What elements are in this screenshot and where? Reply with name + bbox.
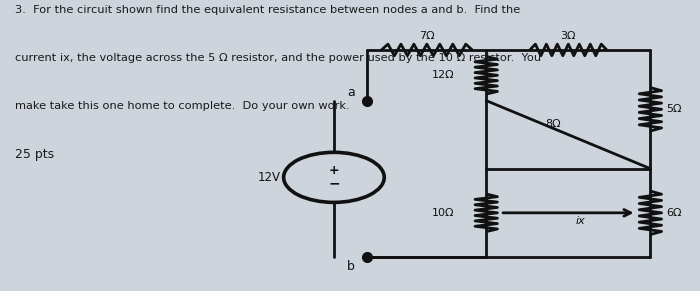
Text: a: a (347, 86, 355, 99)
Text: 8Ω: 8Ω (546, 119, 561, 129)
Text: 25 pts: 25 pts (15, 148, 54, 162)
Text: 12V: 12V (258, 171, 281, 184)
Text: −: − (328, 177, 339, 191)
Text: 6Ω: 6Ω (666, 208, 681, 218)
Text: 5Ω: 5Ω (666, 104, 681, 114)
Text: 3Ω: 3Ω (561, 31, 576, 41)
Text: 10Ω: 10Ω (433, 208, 455, 218)
Text: 12Ω: 12Ω (432, 70, 455, 80)
Text: +: + (328, 164, 339, 177)
Text: 7Ω: 7Ω (419, 31, 435, 41)
Text: make take this one home to complete.  Do your own work.: make take this one home to complete. Do … (15, 101, 349, 111)
Text: b: b (347, 260, 355, 273)
Text: ix: ix (575, 216, 585, 226)
Text: current ix, the voltage across the 5 Ω resistor, and the power used by the 10 Ω : current ix, the voltage across the 5 Ω r… (15, 53, 541, 63)
Text: 3.  For the circuit shown find the equivalent resistance between nodes a and b. : 3. For the circuit shown find the equiva… (15, 5, 520, 15)
